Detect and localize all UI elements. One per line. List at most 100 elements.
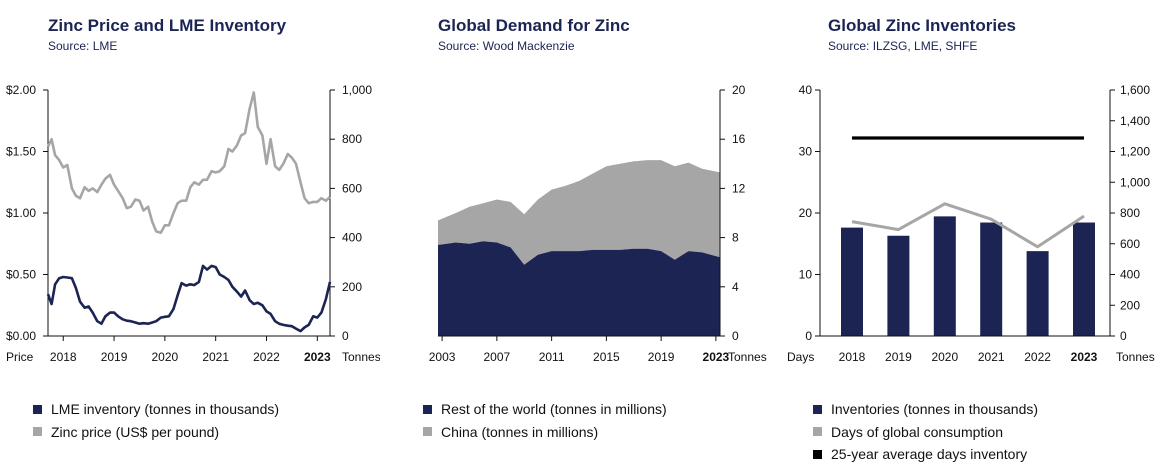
legend-swatch bbox=[423, 427, 432, 437]
chart-legend: LME inventory (tonnes in thousands) Zinc … bbox=[33, 398, 279, 443]
right-tick-label: 800 bbox=[1120, 206, 1140, 220]
legend-label: Zinc price (US$ per pound) bbox=[51, 423, 220, 440]
legend-item: LME inventory (tonnes in thousands) bbox=[33, 398, 279, 421]
right-tick-label: 1,600 bbox=[1120, 83, 1150, 97]
inventory-bar bbox=[1073, 222, 1095, 336]
x-tick-label: 2022 bbox=[253, 350, 280, 364]
left-tick-label: 20 bbox=[799, 206, 813, 220]
legend-item: China (tonnes in millions) bbox=[423, 421, 667, 444]
right-tick-label: 8 bbox=[732, 231, 739, 245]
right-axis-label: Tonnes bbox=[342, 350, 380, 364]
chart-legend: Rest of the world (tonnes in millions) Ch… bbox=[423, 398, 667, 443]
right-tick-label: 0 bbox=[342, 329, 349, 343]
chart-title: Global Demand for Zinc bbox=[438, 16, 630, 35]
legend-label: Days of global consumption bbox=[831, 423, 1003, 440]
x-tick-label: 2021 bbox=[202, 350, 229, 364]
inventory-bar bbox=[980, 222, 1003, 336]
legend-item: Days of global consumption bbox=[813, 421, 1038, 444]
right-axis-label: Tonnes bbox=[1116, 350, 1155, 364]
legend-label: LME inventory (tonnes in thousands) bbox=[51, 401, 280, 418]
left-axis-label: Days bbox=[787, 350, 814, 364]
x-tick-label: 2003 bbox=[429, 350, 456, 364]
inventory-bar bbox=[933, 216, 956, 336]
chart-source: Source: Wood Mackenzie bbox=[438, 39, 575, 53]
x-tick-label: 2019 bbox=[648, 350, 675, 364]
zinc-inventories-chart: 01020304002004006008001,0001,2001,4001,6… bbox=[787, 83, 1155, 364]
legend-swatch bbox=[33, 427, 42, 437]
inventory-bar bbox=[1026, 251, 1049, 336]
x-tick-label: 2023 bbox=[1071, 350, 1098, 364]
x-tick-label: 2023 bbox=[304, 350, 331, 364]
chart-source: Source: ILZSG, LME, SHFE bbox=[828, 39, 978, 53]
right-tick-label: 200 bbox=[342, 280, 362, 294]
right-tick-label: 20 bbox=[732, 83, 746, 97]
legend-label: Rest of the world (tonnes in millions) bbox=[441, 401, 667, 418]
x-tick-label: 2018 bbox=[839, 350, 866, 364]
right-tick-label: 0 bbox=[732, 329, 739, 343]
left-tick-label: $1.00 bbox=[6, 206, 36, 220]
legend-swatch bbox=[33, 404, 42, 414]
left-tick-label: 0 bbox=[805, 329, 812, 343]
legend-label: China (tonnes in millions) bbox=[441, 423, 599, 440]
legend-item: 25-year average days inventory bbox=[813, 443, 1038, 466]
legend-swatch bbox=[423, 404, 432, 414]
chart-legend: Inventories (tonnes in thousands) Days of… bbox=[813, 398, 1038, 466]
right-tick-label: 600 bbox=[1120, 237, 1140, 251]
left-tick-label: 30 bbox=[799, 145, 813, 159]
left-tick-label: $0.00 bbox=[6, 329, 36, 343]
x-tick-label: 2018 bbox=[50, 350, 77, 364]
x-tick-label: 2019 bbox=[885, 350, 912, 364]
legend-item: Rest of the world (tonnes in millions) bbox=[423, 398, 667, 421]
legend-swatch bbox=[813, 404, 822, 414]
right-tick-label: 1,000 bbox=[342, 83, 372, 97]
legend-label: Inventories (tonnes in thousands) bbox=[831, 401, 1039, 418]
left-tick-label: 10 bbox=[799, 268, 813, 282]
chart-panel-zinc-price: Zinc Price and LME Inventory Source: LME… bbox=[0, 0, 380, 476]
right-tick-label: 16 bbox=[732, 132, 746, 146]
x-tick-label: 2023 bbox=[703, 350, 730, 364]
area-china bbox=[438, 160, 720, 265]
left-tick-label: $2.00 bbox=[6, 83, 36, 97]
series-line bbox=[851, 202, 1085, 249]
chart-title: Zinc Price and LME Inventory bbox=[48, 16, 287, 35]
x-tick-label: 2011 bbox=[539, 350, 565, 364]
chart-title: Global Zinc Inventories bbox=[828, 16, 1016, 35]
legend-label: 25-year average days inventory bbox=[831, 446, 1028, 463]
chart-source: Source: LME bbox=[48, 39, 118, 53]
right-tick-label: 600 bbox=[342, 181, 362, 195]
series-line bbox=[46, 91, 331, 234]
right-tick-label: 400 bbox=[342, 231, 362, 245]
x-tick-label: 2015 bbox=[593, 350, 620, 364]
right-tick-label: 12 bbox=[732, 181, 746, 195]
zinc-price-chart: $0.00 $0.50 $1.00 $1.50 $2.00 0 200 400 600 800 1,… bbox=[6, 83, 380, 364]
right-tick-label: 400 bbox=[1120, 268, 1140, 282]
left-tick-label: $1.50 bbox=[6, 145, 36, 159]
right-axis-label: Tonnes bbox=[728, 350, 767, 364]
legend-item: Zinc price (US$ per pound) bbox=[33, 421, 279, 444]
chart-panel-zinc-inventories: Global Zinc Inventories Source: ILZSG, L… bbox=[780, 0, 1169, 476]
inventory-bar bbox=[887, 235, 910, 336]
left-tick-label: 40 bbox=[799, 83, 813, 97]
x-tick-label: 2020 bbox=[152, 350, 179, 364]
inventory-bar bbox=[841, 227, 863, 336]
x-tick-label: 2022 bbox=[1024, 350, 1051, 364]
right-tick-label: 1,200 bbox=[1120, 145, 1150, 159]
left-tick-label: $0.50 bbox=[6, 268, 36, 282]
chart-panel-global-demand: Global Demand for Zinc Source: Wood Mack… bbox=[390, 0, 770, 476]
legend-item: Inventories (tonnes in thousands) bbox=[813, 398, 1038, 421]
left-axis-label: Price bbox=[6, 350, 34, 364]
right-tick-label: 1,400 bbox=[1120, 114, 1150, 128]
right-tick-label: 1,000 bbox=[1120, 175, 1150, 189]
right-tick-label: 200 bbox=[1120, 298, 1140, 312]
right-tick-label: 800 bbox=[342, 132, 362, 146]
legend-swatch bbox=[813, 449, 822, 459]
x-tick-label: 2007 bbox=[484, 350, 511, 364]
x-tick-label: 2020 bbox=[931, 350, 958, 364]
area-rest-of-world bbox=[438, 241, 720, 336]
right-tick-label: 0 bbox=[1120, 329, 1127, 343]
series-line bbox=[46, 264, 332, 333]
x-tick-label: 2021 bbox=[978, 350, 1005, 364]
x-tick-label: 2019 bbox=[101, 350, 128, 364]
right-tick-label: 4 bbox=[732, 280, 739, 294]
